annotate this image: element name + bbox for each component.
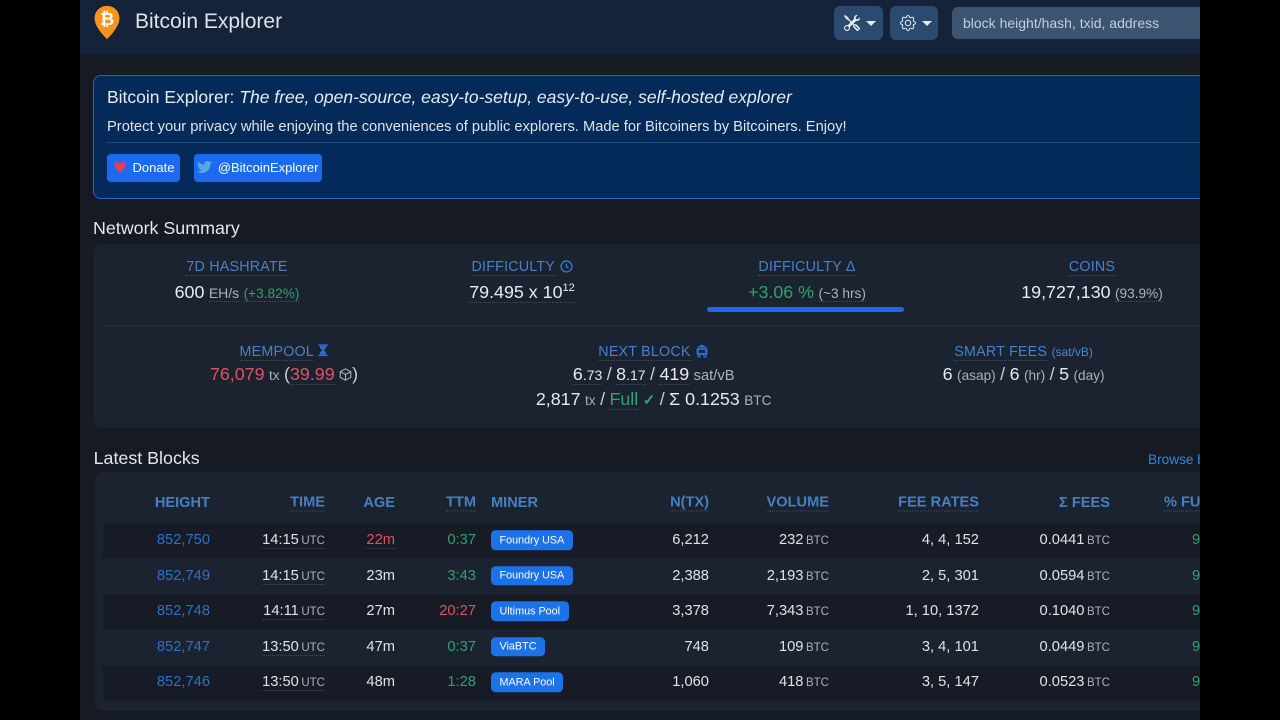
svg-text:₿: ₿: [99, 9, 113, 29]
